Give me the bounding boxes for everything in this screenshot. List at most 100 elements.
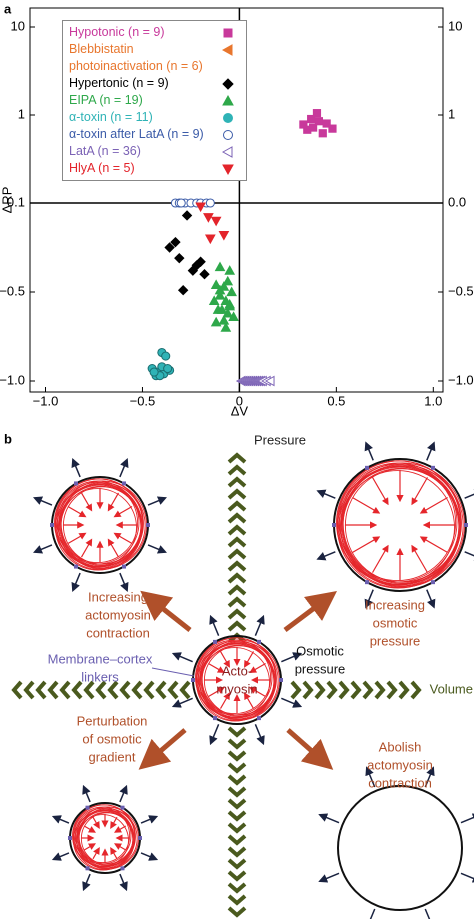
label: actomyosin bbox=[85, 607, 151, 622]
chevron bbox=[227, 548, 247, 560]
arrow bbox=[67, 505, 87, 518]
arrow bbox=[426, 589, 436, 609]
label: osmotic bbox=[373, 615, 418, 630]
arrow bbox=[114, 825, 127, 833]
arrow bbox=[67, 532, 87, 545]
arrow bbox=[92, 847, 100, 860]
chevron bbox=[143, 680, 155, 700]
arrow bbox=[244, 692, 255, 709]
chevron bbox=[227, 846, 247, 858]
arrow bbox=[426, 441, 436, 461]
arrow bbox=[80, 538, 93, 558]
linker bbox=[138, 836, 142, 840]
legend-marker bbox=[221, 146, 233, 158]
chevron bbox=[95, 680, 107, 700]
linker bbox=[257, 639, 261, 644]
arrow bbox=[110, 847, 118, 860]
linker bbox=[74, 481, 78, 486]
cortex bbox=[74, 807, 131, 864]
point bbox=[307, 114, 316, 124]
arrow bbox=[286, 728, 334, 770]
arrow bbox=[424, 908, 431, 919]
x-tick-label: 0 bbox=[236, 393, 243, 408]
linker bbox=[431, 580, 435, 585]
arrow bbox=[140, 815, 159, 824]
x-tick-label: 0.5 bbox=[327, 393, 345, 408]
point bbox=[210, 279, 222, 289]
linker bbox=[74, 564, 78, 569]
point bbox=[226, 286, 238, 297]
arrow bbox=[140, 590, 192, 632]
point bbox=[228, 311, 239, 322]
chevron bbox=[362, 680, 374, 700]
cortex bbox=[76, 810, 134, 869]
arrow bbox=[411, 544, 429, 573]
chevron bbox=[227, 620, 247, 632]
legend-marker bbox=[221, 44, 233, 56]
chevron bbox=[227, 476, 247, 488]
y-axis-label: ΔRP bbox=[0, 187, 14, 214]
chevron bbox=[227, 572, 247, 584]
legend-entry: α-toxin (n = 11) bbox=[63, 109, 233, 126]
chevron bbox=[350, 680, 362, 700]
point bbox=[221, 146, 233, 158]
point bbox=[314, 117, 324, 126]
point bbox=[223, 113, 233, 123]
label: Pressure bbox=[254, 432, 306, 447]
chevron bbox=[227, 882, 247, 894]
linker bbox=[332, 523, 336, 527]
arrow bbox=[107, 492, 120, 512]
linker bbox=[431, 465, 435, 470]
chevron bbox=[227, 822, 247, 834]
chevron bbox=[227, 810, 247, 822]
arrow bbox=[119, 458, 129, 478]
legend-marker bbox=[223, 130, 233, 140]
linker bbox=[68, 836, 72, 840]
chevron bbox=[302, 680, 314, 700]
chevron bbox=[227, 464, 247, 476]
chevron bbox=[227, 452, 247, 464]
arrow bbox=[460, 813, 474, 824]
legend-entry: Hypertonic (n = 9) bbox=[63, 75, 234, 92]
linker bbox=[85, 866, 90, 871]
arrow bbox=[254, 724, 265, 746]
chevron bbox=[227, 524, 247, 536]
cortex bbox=[340, 466, 460, 587]
arrow bbox=[82, 784, 91, 803]
y-tick-label: 0.1 bbox=[7, 194, 25, 209]
arrow bbox=[316, 489, 336, 499]
label: pressure bbox=[295, 661, 346, 676]
chevron bbox=[11, 680, 23, 700]
chevron bbox=[227, 512, 247, 524]
chevron bbox=[374, 680, 386, 700]
arrow bbox=[424, 766, 435, 788]
point bbox=[222, 275, 234, 286]
y-tick-label: 1 bbox=[448, 106, 455, 121]
y-tick-label: 1 bbox=[18, 106, 25, 121]
chevron bbox=[227, 488, 247, 500]
y-tick-label: 0.0 bbox=[448, 194, 466, 209]
arrow bbox=[318, 872, 340, 883]
legend-label: α-toxin after LatA (n = 9) bbox=[69, 127, 204, 141]
cortex bbox=[338, 463, 457, 582]
arrow bbox=[281, 652, 303, 663]
point bbox=[221, 44, 233, 56]
membrane bbox=[337, 785, 463, 911]
chevron bbox=[227, 798, 247, 810]
chevron bbox=[227, 500, 247, 512]
point bbox=[214, 261, 226, 272]
arrow bbox=[364, 441, 374, 461]
label: contraction bbox=[86, 625, 150, 640]
linker bbox=[213, 716, 217, 721]
cortex bbox=[76, 814, 129, 867]
arrow bbox=[352, 496, 381, 514]
point bbox=[224, 265, 236, 275]
arrow bbox=[249, 686, 266, 698]
chevron bbox=[227, 870, 247, 882]
point bbox=[191, 260, 202, 271]
chevron bbox=[227, 834, 247, 846]
y-tick-label: −1.0 bbox=[448, 372, 474, 387]
cortex bbox=[56, 481, 139, 564]
legend-marker bbox=[222, 164, 234, 176]
